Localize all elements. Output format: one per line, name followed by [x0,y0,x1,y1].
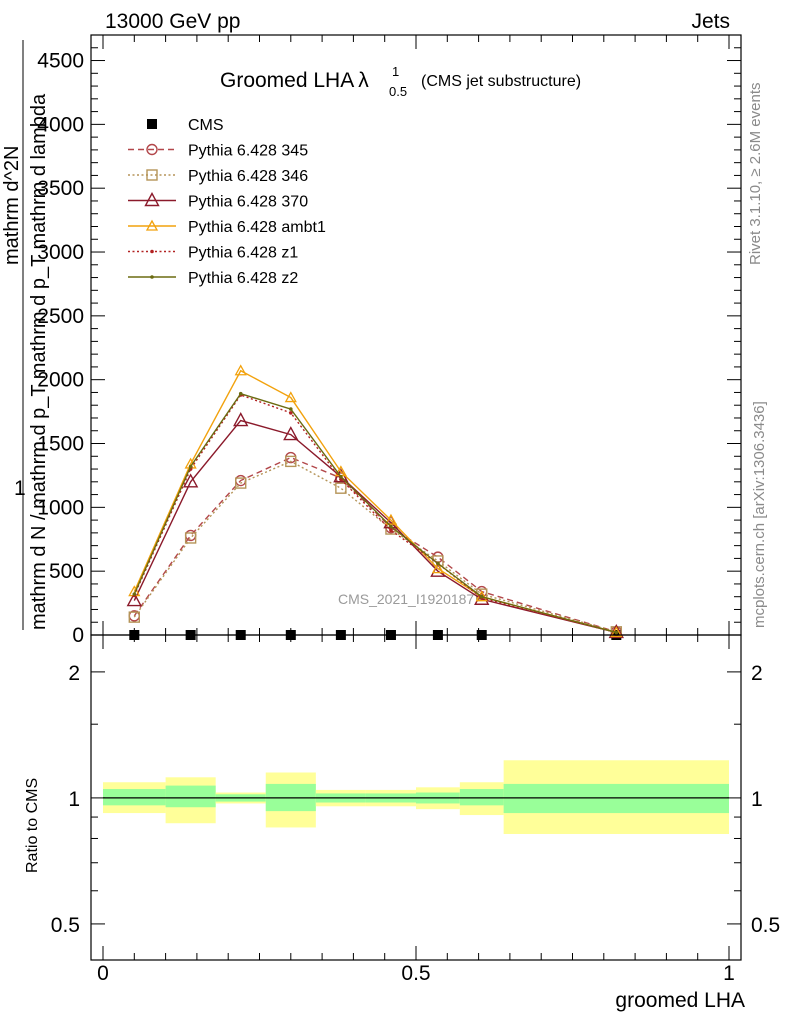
ratio-band-inner [459,789,504,806]
main-y-tick-label: 3500 [37,177,84,200]
y-label-numerator: mathrm d^2N [1,146,23,265]
main-y-tick-label: 1000 [37,496,84,519]
legend-label-ambt1: Pythia 6.428 ambt1 [188,219,326,236]
legend-label-p345: Pythia 6.428 345 [188,143,308,160]
data-point-z2 [238,391,243,396]
data-point-z1 [389,528,393,533]
data-point-p346 [184,532,197,544]
main-y-ticks: 0 500 1000 1500 2000 2500 3000 3500 4000 4500 [37,47,741,647]
main-y-tick-label: 4000 [37,113,84,136]
data-point-z2 [132,592,137,596]
data-point-p346 [335,482,347,494]
series-line-ambt1 [133,369,617,634]
legend-label-z1: Pythia 6.428 z1 [188,245,298,262]
header-right: Jets [691,10,730,33]
data-point-z2 [479,594,484,599]
data-point-z2 [614,630,619,635]
plot-title: Groomed LHA λ 1 0.5 (CMS jet substructure… [220,64,581,99]
main-y-label: 1 mathrm d^2N mathrm d N / mathrm d p_T … [1,40,50,630]
x-tick-label: 0.5 [401,962,430,985]
ratio-y-tick-label: 1 [68,788,80,811]
data-point-ambt1 [284,391,297,403]
legend-marker-z1 [150,249,154,254]
data-point-p370 [182,473,199,488]
series-z2 [132,391,619,635]
series-p346 [128,455,623,638]
y-label-denominator: mathrm d N / mathrm d p_T mathrm d p_T m… [28,93,50,630]
title-superscript: 1 [392,64,399,79]
main-y-tick-label: 2000 [37,369,84,392]
data-point-z2 [188,464,193,469]
ratio-y-tick-label-right: 1 [751,788,763,811]
series-p345 [128,451,623,638]
data-point-ambt1 [234,364,247,376]
ratio-band-inner [165,785,216,808]
legend-label-cms: CMS [188,117,224,134]
ratio-y-tick-label-right: 2 [751,662,763,685]
legend: CMS Pythia 6.428 345 Pythia 6.428 346 Pythi… [128,117,326,287]
data-point-ambt1 [431,562,445,574]
series-layer [126,364,624,640]
series-line-p346 [133,460,617,633]
mcplots-label: mcplots.cern.ch [arXiv:1306.3436] [751,401,768,628]
data-point-z2 [339,474,343,479]
ratio-bands [103,760,729,834]
ratio-band-inner [103,789,166,806]
data-point-p370 [126,592,142,607]
ratio-y-tick-label: 2 [68,662,80,685]
data-point-p346 [128,611,141,623]
ratio-x-ticks: 0 0.5 1 [97,635,735,985]
title-paren: (CMS jet substructure) [421,73,581,90]
data-point-z2 [289,407,293,411]
title-subscript: 0.5 [389,84,407,99]
legend-marker-p346 [146,169,158,181]
legend-label-p370: Pythia 6.428 370 [188,194,308,211]
y-label-one: 1 [14,477,26,500]
series-line-z1 [133,394,617,634]
legend-marker-ambt1 [145,219,159,231]
main-y-tick-label: 500 [49,560,84,583]
data-point-ambt1 [384,513,398,525]
legend-marker-p370 [144,192,160,207]
x-tick-label: 0 [97,962,109,985]
ratio-y-label: Ratio to CMS [24,778,41,873]
data-point-z2 [436,561,440,566]
main-y-tick-label: 3000 [37,241,84,264]
legend-marker-cms [147,119,157,129]
main-y-tick-label: 4500 [37,50,84,73]
legend-marker-p345 [146,143,158,156]
data-point-z2 [389,524,393,529]
data-point-p370 [283,426,299,441]
x-axis-label: groomed LHA [615,989,745,1012]
legend-label-p346: Pythia 6.428 346 [188,168,308,185]
data-point-p346 [432,555,444,567]
ratio-y-tick-label-right: 0.5 [751,914,780,937]
data-point-p346 [235,477,247,489]
main-y-tick-label: 0 [72,624,84,647]
main-y-tick-label: 1500 [37,433,84,456]
header-left: 13000 GeV pp [105,10,240,33]
data-point-z1 [289,411,293,415]
ratio-y-ticks: 0.5 0.5 1 1 2 2 [51,662,780,937]
data-point-p370 [233,412,249,427]
legend-marker-z2 [150,275,154,279]
ratio-y-tick-label: 0.5 [51,914,80,937]
main-y-tick-label: 2500 [37,305,84,328]
analysis-watermark: CMS_2021_I1920187 [338,591,474,607]
legend-label-z2: Pythia 6.428 z2 [188,270,298,287]
rivet-label: Rivet 3.1.10, ≥ 2.6M events [747,83,764,266]
data-point-p346 [285,455,297,468]
x-tick-label: 1 [723,962,735,985]
